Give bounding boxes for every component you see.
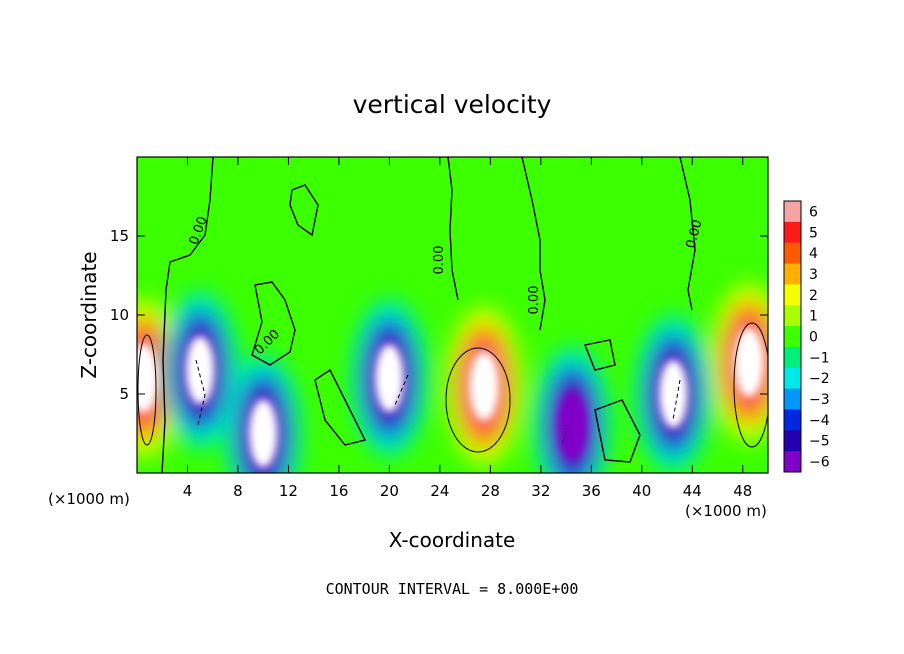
x-axis-label: X-coordinate bbox=[389, 528, 516, 552]
colorbar-swatch bbox=[784, 263, 801, 285]
core-contour bbox=[137, 334, 157, 446]
colorbar-swatch bbox=[784, 201, 801, 223]
colorbar-swatch bbox=[784, 326, 801, 348]
core-outlines bbox=[137, 322, 768, 453]
field-core bbox=[375, 344, 404, 413]
y-tick-label: 15 bbox=[110, 227, 129, 245]
colorbar-tick-label: 4 bbox=[809, 246, 818, 262]
contour-label: 0.00 bbox=[684, 218, 706, 250]
zero-contour-line bbox=[594, 399, 641, 463]
zero-contour-line bbox=[289, 184, 319, 237]
field-core bbox=[558, 391, 587, 460]
colorbar-tick-label: −4 bbox=[809, 413, 830, 429]
zero-contour-line bbox=[161, 157, 214, 473]
field-core bbox=[470, 352, 499, 421]
zero-contour-line bbox=[679, 157, 696, 311]
colorbar-tick-label: 2 bbox=[809, 288, 818, 304]
x-tick-label: 8 bbox=[233, 482, 243, 500]
colorbar-swatch bbox=[784, 367, 801, 390]
field-core bbox=[186, 336, 215, 405]
x-tick-label: 40 bbox=[632, 482, 651, 500]
plot-area: 0.000.000.000.000.00 bbox=[137, 157, 768, 473]
colorbar-tick-label: 1 bbox=[809, 309, 818, 325]
chart-title: vertical velocity bbox=[353, 90, 552, 119]
y-tick-label: 5 bbox=[119, 385, 129, 403]
x-tick-label: 20 bbox=[380, 482, 399, 500]
colorbar-swatch bbox=[784, 242, 801, 265]
zero-contour-line bbox=[251, 281, 296, 366]
colorbar-tick-label: 0 bbox=[809, 330, 818, 346]
y-axis-label: Z-coordinate bbox=[77, 251, 101, 378]
colorbar-tick-label: −3 bbox=[809, 392, 830, 408]
x-tick-label: 12 bbox=[279, 482, 298, 500]
zero-contours bbox=[161, 157, 696, 473]
x-tick-label: 24 bbox=[430, 482, 449, 500]
colorbar-swatch bbox=[784, 430, 801, 452]
x-tick-label: 16 bbox=[329, 482, 348, 500]
colorbar-tick-label: 3 bbox=[809, 267, 818, 283]
colorbar-tick-label: −1 bbox=[809, 350, 830, 366]
colorbar-swatch bbox=[784, 346, 801, 369]
colorbar-tick-label: −2 bbox=[809, 371, 830, 387]
x-axis: 4 8 12 16 20 24 28 32 36 40 44 48 bbox=[183, 157, 752, 500]
core-contour bbox=[445, 347, 511, 453]
contour-label: 0.00 bbox=[527, 286, 542, 315]
x-units-right: (×1000 m) bbox=[685, 502, 767, 520]
x-tick-label: 28 bbox=[481, 482, 500, 500]
field-core bbox=[659, 360, 688, 428]
field-core bbox=[137, 344, 158, 413]
y-tick-label: 10 bbox=[110, 306, 129, 324]
x-tick-label: 4 bbox=[183, 482, 193, 500]
zero-contour-line bbox=[584, 339, 616, 371]
x-tick-label: 32 bbox=[531, 482, 550, 500]
field-core bbox=[249, 399, 278, 468]
colorbar-swatch bbox=[784, 221, 801, 244]
x-tick-label: 36 bbox=[582, 482, 601, 500]
zero-contour-line bbox=[521, 157, 546, 331]
field-core bbox=[735, 328, 764, 397]
colorbar-tick-label: −6 bbox=[809, 455, 830, 471]
contour-interval-footnote: CONTOUR INTERVAL = 8.000E+00 bbox=[326, 580, 579, 598]
colorbar-tick-label: 6 bbox=[809, 204, 818, 220]
core-contour-dashed bbox=[195, 359, 206, 426]
colorbar: 6 5 4 3 2 1 0 −1 −2 −3 −4 −5 −6 bbox=[783, 200, 830, 473]
colorbar-swatch bbox=[784, 305, 801, 327]
colorbar-tick-label: −5 bbox=[809, 434, 830, 450]
core-contour bbox=[733, 322, 768, 448]
core-contour-dashed bbox=[561, 424, 569, 446]
y-axis: 5 10 15 bbox=[110, 227, 768, 403]
colorbar-swatch bbox=[784, 388, 801, 410]
x-units-left: (×1000 m) bbox=[48, 490, 130, 508]
field-cores bbox=[137, 328, 764, 468]
x-tick-label: 48 bbox=[733, 482, 752, 500]
x-tick-label: 44 bbox=[683, 482, 702, 500]
colorbar-frame bbox=[783, 200, 802, 473]
contour-label: 0.00 bbox=[432, 246, 447, 275]
colorbar-tick-label: 5 bbox=[809, 225, 818, 241]
colorbar-swatch bbox=[784, 451, 801, 473]
colorbar-swatch bbox=[784, 409, 801, 431]
zero-contour-line bbox=[314, 368, 367, 446]
core-contour-dashed bbox=[394, 374, 409, 406]
zero-contour-line bbox=[447, 157, 459, 301]
colorbar-swatch bbox=[784, 284, 801, 306]
